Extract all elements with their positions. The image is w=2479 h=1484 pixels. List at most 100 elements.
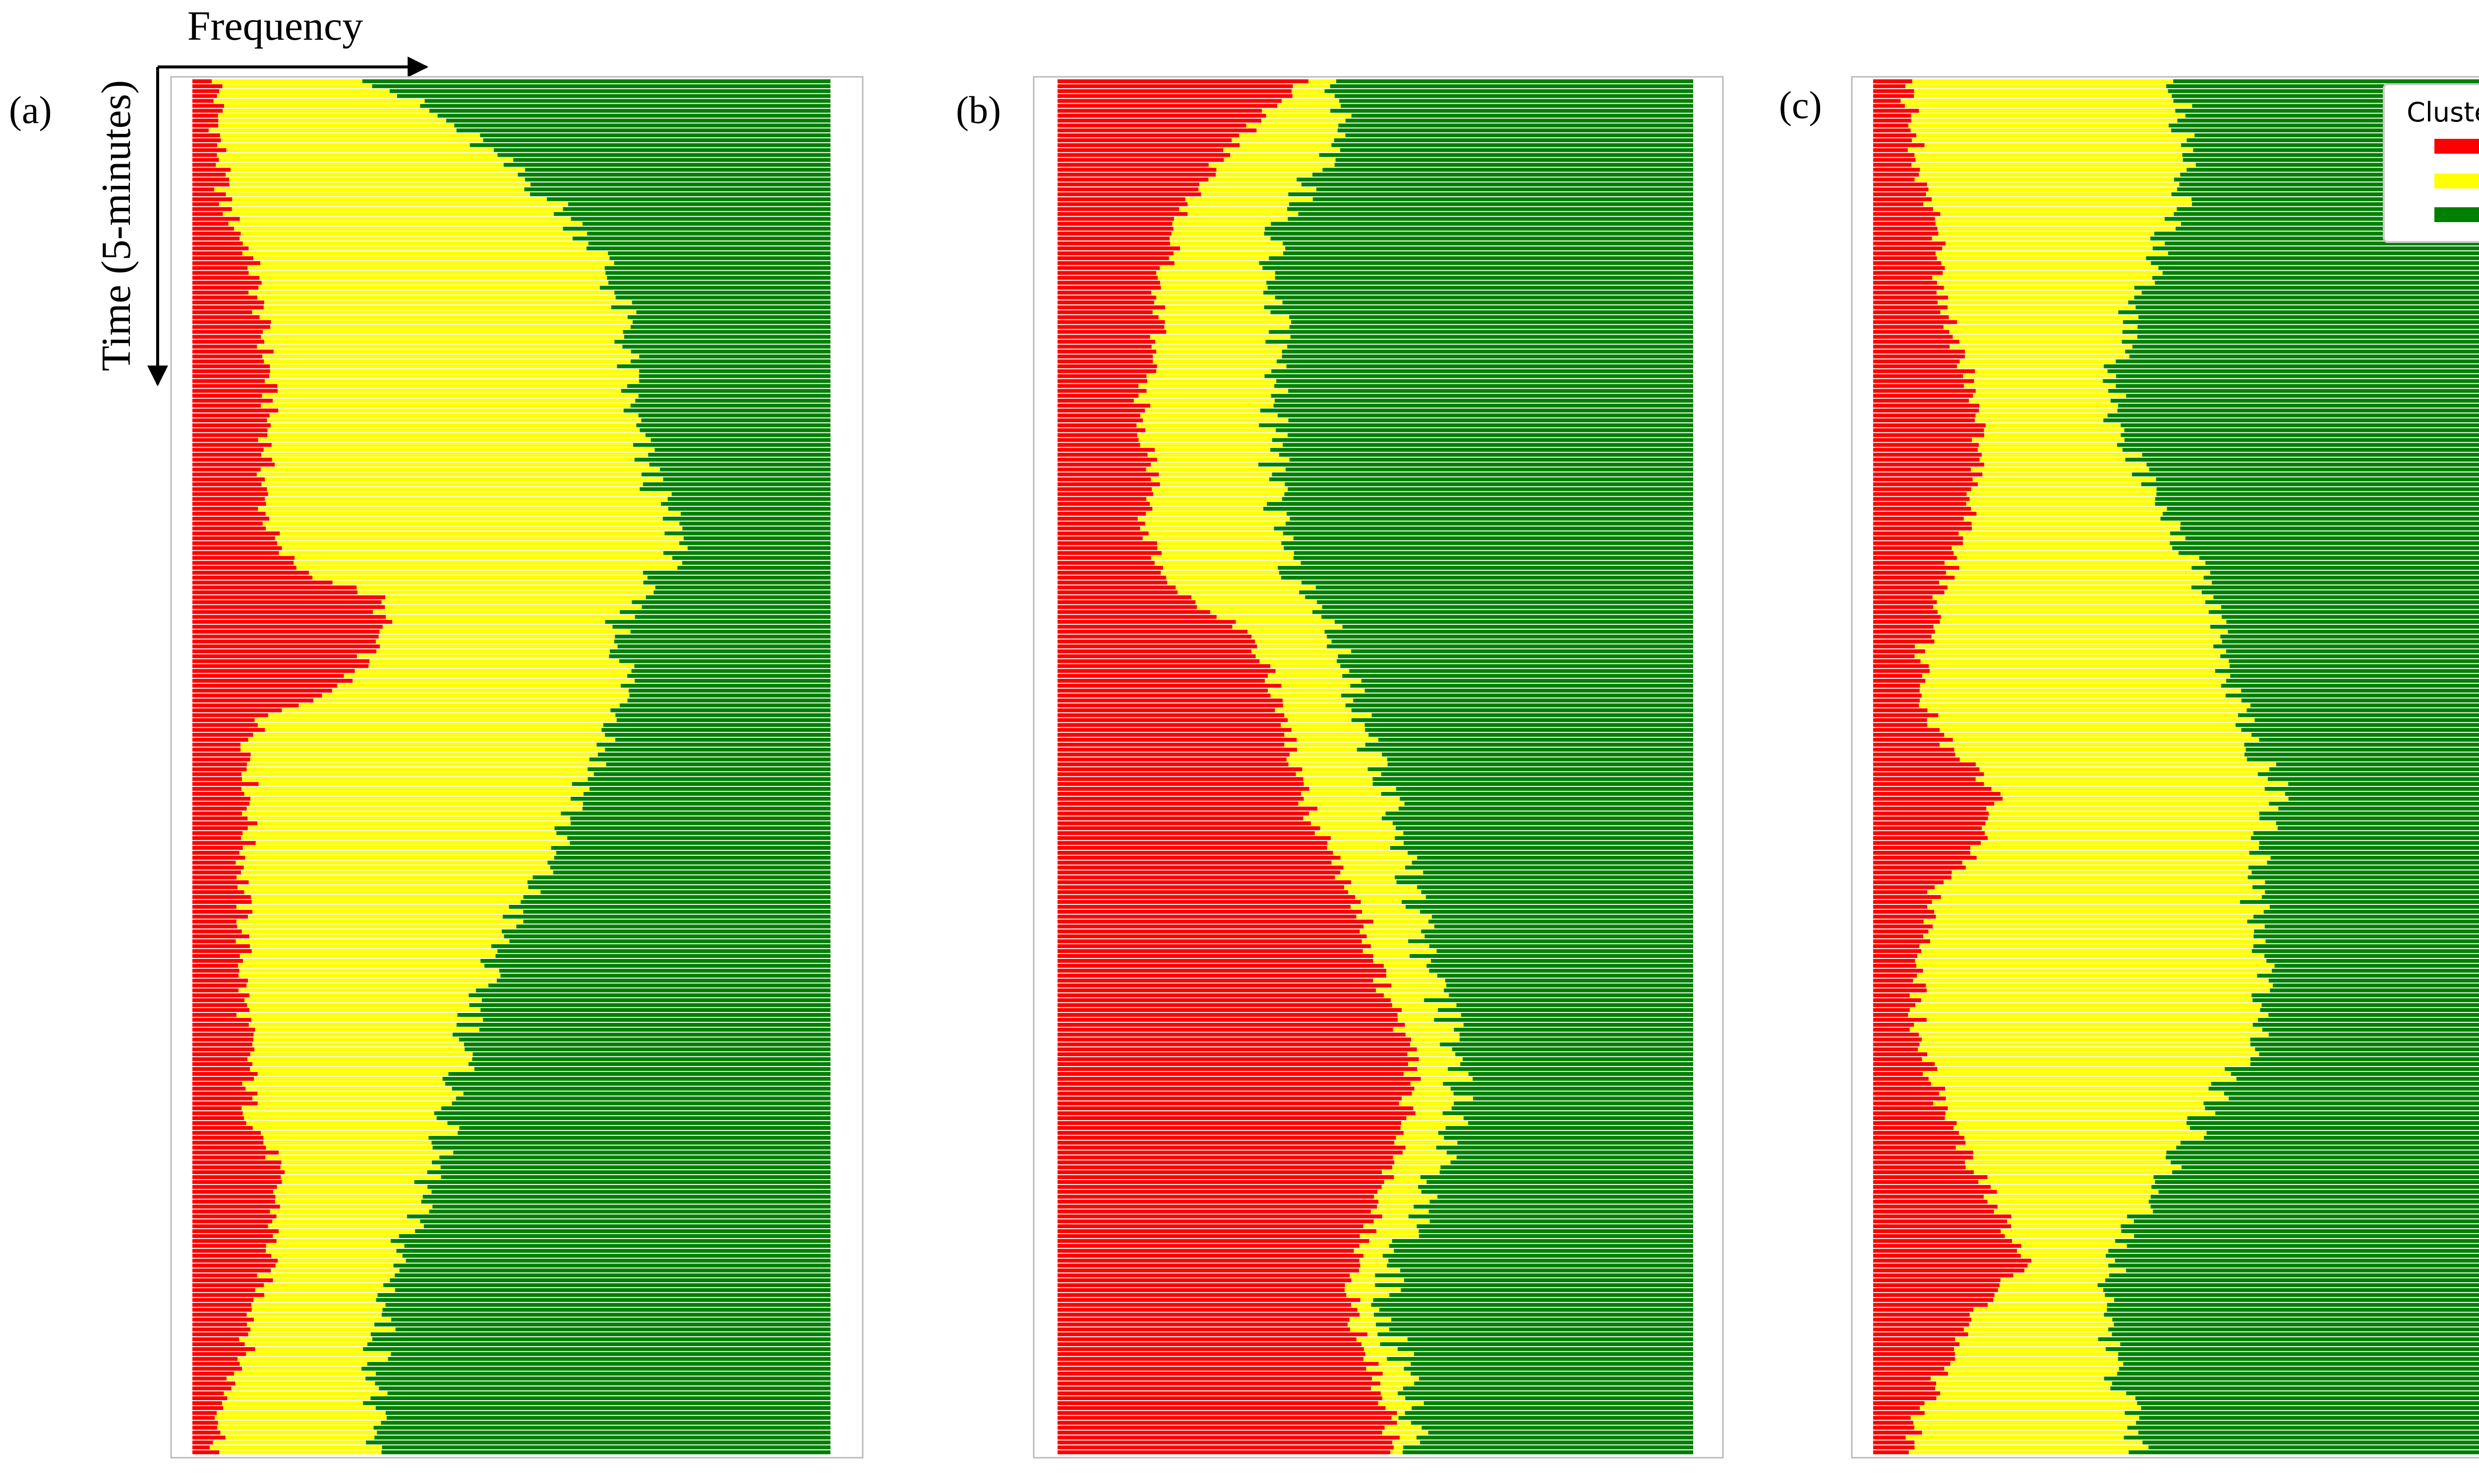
bar-b-row-118-cluster-0: [1337, 659, 1693, 663]
bar-b-row-214-cluster-1: [1404, 1131, 1438, 1135]
bar-c-row-92-cluster-1: [1958, 532, 2170, 535]
bar-c-row-175-cluster-2: [1873, 939, 1930, 943]
bar-c-row-28-cluster-1: [1935, 217, 2165, 221]
bar-b-row-30-cluster-0: [1265, 227, 1693, 231]
bar-c-row-183-cluster-0: [2269, 979, 2479, 983]
bar-b-row-146-cluster-2: [1058, 797, 1304, 801]
bar-c-row-222-cluster-1: [1974, 1170, 2172, 1174]
bar-a-row-50-cluster-1: [270, 325, 631, 329]
bar-c-row-244-cluster-0: [2105, 1278, 2479, 1282]
bar-a-row-67-cluster-2: [192, 409, 278, 413]
bar-c-row-169-cluster-1: [1934, 910, 2264, 914]
bar-b-row-15-cluster-2: [1058, 153, 1230, 157]
bar-a-row-238-cluster-0: [397, 1249, 831, 1253]
bar-c-row-94-cluster-0: [2170, 541, 2479, 545]
bar-a-row-167-cluster-2: [192, 900, 252, 904]
bar-c-row-33-cluster-2: [1873, 241, 1946, 245]
bar-c-row-193-cluster-2: [1873, 1028, 1910, 1032]
bar-b-row-122-cluster-1: [1265, 679, 1361, 683]
bar-c-row-122-cluster-0: [2226, 679, 2479, 683]
bar-c-row-102-cluster-2: [1873, 581, 1939, 585]
bar-a-row-133-cluster-1: [253, 733, 605, 737]
bar-c-row-40-cluster-0: [2152, 276, 2479, 280]
bar-b-row-269-cluster-2: [1058, 1401, 1378, 1405]
bar-a-row-91-cluster-1: [266, 527, 682, 531]
bar-c-row-201-cluster-1: [1937, 1067, 2225, 1071]
bar-c-row-68-cluster-1: [1976, 414, 2108, 417]
bar-c-row-168-cluster-1: [1927, 905, 2270, 909]
bar-c-row-93-cluster-2: [1873, 536, 1963, 540]
bar-a-row-173-cluster-0: [502, 930, 830, 934]
bar-b-row-15-cluster-1: [1230, 153, 1319, 157]
bar-b-row-53-cluster-1: [1155, 340, 1265, 344]
bar-a-row-41-cluster-2: [192, 281, 262, 285]
bar-b-row-83-cluster-1: [1152, 487, 1288, 491]
bar-b-row-34-cluster-2: [1058, 246, 1180, 250]
bar-c-row-140-cluster-1: [1979, 768, 2269, 772]
bar-c-row-137-cluster-2: [1873, 753, 1955, 757]
bar-b-row-216-cluster-1: [1394, 1141, 1457, 1145]
bar-c-row-86-cluster-2: [1873, 502, 1966, 506]
bar-a-row-62-cluster-0: [627, 384, 830, 388]
bar-a-row-62-cluster-1: [277, 384, 627, 388]
bar-c-row-71-cluster-0: [2125, 428, 2479, 432]
bar-a-row-44-cluster-0: [616, 296, 830, 299]
bar-c-row-188-cluster-2: [1873, 1003, 1915, 1007]
bar-a-row-163-cluster-2: [192, 880, 249, 884]
bar-b-row-24-cluster-1: [1185, 197, 1313, 201]
bar-b-row-124-cluster-2: [1058, 689, 1268, 693]
bar-a-row-20-cluster-2: [192, 178, 229, 181]
bar-c-row-274-cluster-2: [1873, 1426, 1914, 1430]
bar-b-row-181-cluster-1: [1386, 969, 1429, 973]
bar-c-row-189-cluster-1: [1910, 1008, 2260, 1012]
bar-a-row-92-cluster-1: [280, 532, 664, 535]
bar-a-row-35-cluster-0: [608, 251, 830, 255]
bar-a-row-108-cluster-2: [192, 610, 373, 614]
bar-b-row-27-cluster-1: [1187, 212, 1298, 216]
bar-a-row-219-cluster-1: [265, 1155, 439, 1159]
bar-b-row-270-cluster-2: [1058, 1406, 1386, 1410]
bar-c-row-51-cluster-2: [1873, 330, 1949, 334]
bar-c-row-51-cluster-0: [2123, 330, 2479, 334]
bar-c-row-213-cluster-1: [1953, 1126, 2190, 1130]
bar-b-row-72-cluster-0: [1288, 433, 1693, 437]
bar-b-row-137-cluster-0: [1382, 753, 1693, 757]
bar-c-row-10-cluster-1: [1911, 128, 2171, 132]
bar-b-row-204-cluster-2: [1058, 1082, 1411, 1086]
bar-c-row-39-cluster-0: [2163, 271, 2479, 275]
bar-b-row-202-cluster-1: [1404, 1072, 1469, 1076]
bar-b-row-268-cluster-1: [1382, 1396, 1406, 1400]
bar-b-row-192-cluster-1: [1405, 1023, 1464, 1027]
bar-a-row-268-cluster-0: [370, 1396, 830, 1400]
bar-b-row-127-cluster-1: [1283, 704, 1346, 708]
bar-c-row-116-cluster-1: [1925, 650, 2226, 653]
bar-b-row-35-cluster-1: [1174, 251, 1283, 255]
bar-c-row-141-cluster-0: [2258, 772, 2479, 776]
bar-c-row-241-cluster-1: [2028, 1264, 2109, 1268]
bar-c-row-152-cluster-1: [1982, 826, 2278, 830]
bar-a-row-267-cluster-2: [192, 1391, 224, 1395]
bar-b-row-194-cluster-1: [1406, 1033, 1460, 1037]
bar-c-row-8-cluster-2: [1873, 119, 1911, 122]
bar-a-row-146-cluster-1: [250, 797, 571, 801]
bar-a-row-90-cluster-0: [679, 522, 830, 526]
bar-a-row-240-cluster-0: [406, 1259, 830, 1263]
bar-a-row-132-cluster-1: [265, 728, 601, 732]
bar-c-row-260-cluster-1: [1955, 1357, 2118, 1361]
bar-a-row-72-cluster-0: [646, 433, 830, 437]
bar-b-row-9-cluster-2: [1058, 123, 1246, 127]
bar-a-row-266-cluster-0: [379, 1386, 830, 1390]
bar-c-row-279-cluster-0: [2129, 1450, 2479, 1454]
bar-a-row-129-cluster-0: [615, 713, 830, 717]
bar-c-row-26-cluster-1: [1933, 207, 2177, 211]
bar-b-row-156-cluster-0: [1390, 846, 1693, 850]
bar-a-row-24-cluster-2: [192, 197, 232, 201]
bar-a-row-176-cluster-2: [192, 944, 250, 948]
bar-c-row-235-cluster-1: [2005, 1234, 2134, 1238]
bar-a-row-215-cluster-1: [263, 1136, 428, 1140]
bar-a-row-71-cluster-0: [640, 428, 830, 432]
bar-c-row-148-cluster-1: [1986, 807, 2278, 811]
bar-b-row-240-cluster-2: [1058, 1259, 1359, 1263]
bar-b-row-7-cluster-2: [1058, 114, 1266, 118]
